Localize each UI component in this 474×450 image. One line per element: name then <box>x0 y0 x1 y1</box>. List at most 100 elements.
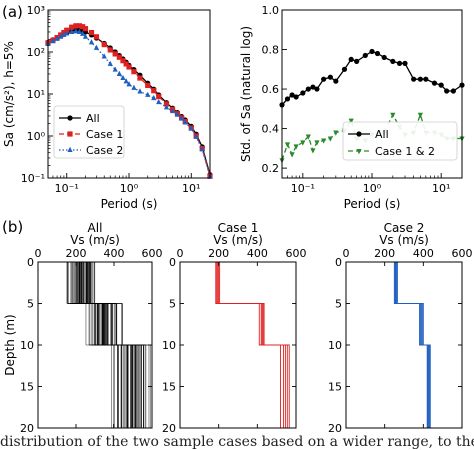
data-point-0 <box>396 60 403 66</box>
data-point-1 <box>123 61 129 67</box>
x-tick-label: 10⁰ <box>363 182 382 195</box>
sa-std-chart: 10⁻¹ 10⁰ 10¹ 0.2 0.4 0.6 0.8 1.0 Period (s) Std. … <box>239 4 465 211</box>
data-point-1 <box>131 69 137 75</box>
data-point-1 <box>327 136 333 142</box>
data-point-1 <box>417 112 423 118</box>
data-point-2 <box>107 60 113 66</box>
data-point-0 <box>390 58 396 64</box>
data-point-1 <box>82 26 89 32</box>
x-tick-label: 10¹ <box>432 182 450 195</box>
vs-profile-4 <box>219 262 290 428</box>
x-tick-label: 400 <box>104 247 125 260</box>
data-point-2 <box>179 115 185 121</box>
data-point-2 <box>61 31 67 37</box>
data-point-0 <box>450 88 456 94</box>
data-point-1 <box>112 51 118 57</box>
data-point-1 <box>137 75 143 81</box>
legend-label-1: Case 1 <box>86 128 123 141</box>
y-axis-label: Depth (m) <box>3 314 17 375</box>
chart-title: Case 2 <box>384 221 425 235</box>
data-point-2 <box>50 38 56 44</box>
data-point-1 <box>69 24 75 30</box>
sa-spectrum-chart: 10⁻¹ 10⁰ 10¹ 10⁻¹ 10⁰ 10¹ 10² 10³ Period (s) Sa (… <box>2 4 213 211</box>
vs-profile-57 <box>70 262 119 428</box>
y-tick-label: 0 <box>27 256 34 269</box>
data-point-2 <box>193 133 199 139</box>
vs-profile-0 <box>68 262 138 428</box>
x-tick-label: 10⁻¹ <box>55 182 79 195</box>
y-tick-label: 10⁻¹ <box>21 172 45 185</box>
legend-label-1: Case 1 & 2 <box>375 145 435 158</box>
data-point-0 <box>431 80 438 86</box>
data-point-2 <box>69 28 75 34</box>
data-point-1 <box>80 24 86 30</box>
x-tick-label: 600 <box>286 247 307 260</box>
y-tick-label: 20 <box>20 422 34 435</box>
data-point-0 <box>327 74 333 80</box>
data-point-1 <box>321 138 327 144</box>
plot-frame <box>47 9 211 179</box>
data-point-1 <box>314 140 320 146</box>
data-point-1 <box>116 54 122 60</box>
y-tick-label: 10³ <box>27 4 45 17</box>
data-point-2 <box>80 30 86 36</box>
data-point-2 <box>112 66 118 72</box>
data-point-2 <box>73 28 79 34</box>
vs-profile-1 <box>216 262 284 428</box>
x-tick-label: 600 <box>142 247 163 260</box>
y-tick-label: 0.2 <box>262 162 280 175</box>
legend-marker-2 <box>67 146 73 152</box>
data-point-1 <box>348 118 354 124</box>
vs-profile-case2-chart: 0 200 400 600 0 5 10 15 20 Case 2Vs (m/s) <box>328 221 473 435</box>
data-point-0 <box>411 76 417 82</box>
vs-profile-54 <box>83 262 118 428</box>
vs-profile-42 <box>76 262 145 428</box>
vs-profile-53 <box>83 262 132 428</box>
data-point-0 <box>354 58 360 64</box>
data-point-2 <box>123 78 129 84</box>
data-point-2 <box>116 70 122 76</box>
y-axis-label: Std. of Sa (natural log) <box>239 26 253 162</box>
data-point-0 <box>310 84 316 90</box>
y-tick-label: 5 <box>27 298 34 311</box>
legend-box <box>342 121 458 161</box>
data-point-1 <box>310 148 316 154</box>
data-point-1 <box>293 144 299 150</box>
y-tick-label: 0.6 <box>262 83 280 96</box>
x-tick-label: 400 <box>247 247 268 260</box>
y-tick-label: 0.8 <box>262 44 280 57</box>
series-line-0 <box>281 50 463 106</box>
data-point-0 <box>341 66 348 72</box>
data-point-1 <box>120 58 126 64</box>
data-point-0 <box>423 76 429 82</box>
data-point-2 <box>93 44 100 50</box>
vs-profile-case1-chart: 0 200 400 600 0 5 10 15 20 Case 1Vs (m/s) <box>162 221 307 435</box>
y-tick-label: 10 <box>328 339 342 352</box>
data-point-0 <box>284 96 291 102</box>
vs-profile-48 <box>90 262 119 428</box>
data-point-0 <box>381 54 387 61</box>
data-point-0 <box>314 86 320 92</box>
data-point-0 <box>369 48 375 55</box>
vs-profile-3 <box>396 262 430 428</box>
data-point-0 <box>333 78 339 84</box>
data-point-2 <box>131 84 137 90</box>
data-point-2 <box>174 111 181 117</box>
y-tick-label: 10 <box>20 339 34 352</box>
y-tick-label: 20 <box>328 422 342 435</box>
vs-profile-0 <box>393 262 428 428</box>
data-point-1 <box>305 134 311 140</box>
data-point-1 <box>107 47 113 53</box>
y-tick-label: 10² <box>27 46 45 59</box>
x-tick-label: 200 <box>66 247 87 260</box>
data-point-1 <box>156 93 162 100</box>
data-point-0 <box>417 76 423 82</box>
legend-marker-1 <box>67 131 73 137</box>
vs-profile-58 <box>81 262 140 428</box>
x-tick-label: 10¹ <box>182 182 200 195</box>
data-point-2 <box>163 104 170 110</box>
data-point-0 <box>289 92 295 98</box>
x-tick-label: 200 <box>208 247 229 260</box>
data-point-0 <box>293 94 299 100</box>
x-tick-label: 0 <box>177 247 184 260</box>
